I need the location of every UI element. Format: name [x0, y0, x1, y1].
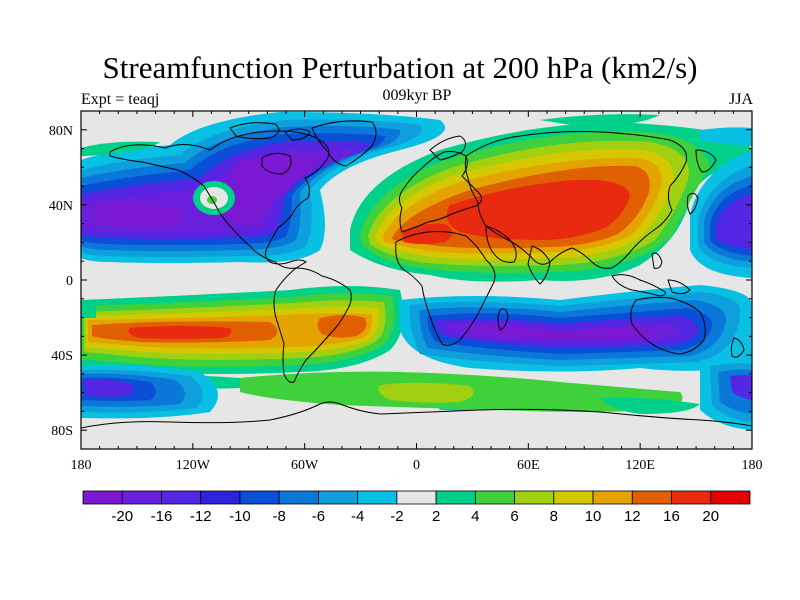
colorbar-label: -20 — [111, 508, 133, 525]
philippines — [651, 252, 663, 269]
colorbar-swatch — [357, 490, 398, 505]
colorbar-label: 2 — [432, 508, 440, 525]
north-america-coast — [109, 130, 330, 269]
lon-tick-label: 180 — [71, 458, 92, 473]
new-zealand — [730, 337, 745, 358]
colorbar-swatch — [710, 490, 751, 505]
colorbar-label: -6 — [312, 508, 325, 525]
lat-tick-label: 0 — [66, 274, 73, 289]
season-label: JJA — [728, 91, 753, 108]
colorbar-label: -8 — [273, 508, 286, 525]
indonesia-coast — [611, 274, 691, 297]
experiment-label: Expt = teaqj — [81, 91, 160, 108]
colorbar-label: -4 — [351, 508, 364, 525]
india-coast — [527, 245, 551, 285]
lon-tick-label: 120E — [625, 458, 655, 473]
north-america-trough-region — [81, 112, 445, 263]
pacific-ring — [193, 181, 235, 215]
lat-tick-label: 80N — [49, 124, 73, 139]
colorbar-swatch — [553, 490, 594, 505]
colorbar-swatch — [592, 490, 633, 505]
greenland-coast — [311, 120, 377, 167]
colorbar-swatch — [631, 490, 672, 505]
colorbar-swatch — [514, 490, 555, 505]
antarctica-coast — [81, 401, 752, 429]
europe-coast — [398, 151, 482, 233]
colorbar-swatch — [671, 490, 712, 505]
japan-coast — [686, 192, 699, 215]
kamchatka — [695, 149, 717, 173]
lat-tick-label: 80S — [51, 424, 73, 439]
colorbar-label: -12 — [190, 508, 212, 525]
coastline-layer — [81, 120, 752, 429]
colorbar-label: -10 — [229, 508, 251, 525]
colorbar-label: 16 — [663, 508, 680, 525]
scandinavia-coast — [429, 135, 466, 161]
map-title: Streamfunction Perturbation at 200 hPa (… — [102, 50, 698, 85]
hudson-bay — [261, 152, 292, 175]
colorbar-label: -2 — [390, 508, 403, 525]
colorbar-swatch — [121, 490, 162, 505]
lon-tick-label: 180 — [742, 458, 763, 473]
colorbar-label: 12 — [624, 508, 641, 525]
madagascar — [497, 308, 509, 331]
lon-tick-label: 60W — [291, 458, 319, 473]
colorbar-label: 10 — [585, 508, 602, 525]
colorbar-swatch — [474, 490, 515, 505]
colorbar-label: 6 — [510, 508, 518, 525]
lon-tick-label: 120W — [176, 458, 211, 473]
lat-tick-label: 40N — [49, 199, 73, 214]
colorbar-label: 20 — [702, 508, 719, 525]
colorbar: -20 -16 -12 -10 -8 -6 -4 -2 2 4 6 8 10 12 16 20 — [82, 490, 751, 525]
canadian-arctic-islands — [229, 122, 311, 141]
colorbar-swatch — [278, 490, 319, 505]
southern-ocean-region — [81, 356, 752, 430]
colorbar-swatch — [396, 490, 437, 505]
colorbar-swatch — [200, 490, 241, 505]
colorbar-swatch — [161, 490, 202, 505]
contour-fill-layer — [81, 112, 752, 430]
arabia-coast — [485, 225, 517, 263]
africa-coast — [395, 231, 496, 346]
lat-tick-label: 40S — [51, 349, 73, 364]
lon-tick-label: 0 — [413, 458, 420, 473]
colorbar-label: 4 — [471, 508, 479, 525]
colorbar-swatch — [435, 490, 476, 505]
eurasian-high-region — [350, 122, 752, 282]
south-america-coast — [273, 267, 352, 383]
time-label: 009kyr BP — [382, 87, 452, 104]
west-pacific-trough-region — [690, 150, 752, 278]
colorbar-swatch — [318, 490, 359, 505]
colorbar-label: -16 — [151, 508, 173, 525]
lon-tick-label: 60E — [517, 458, 540, 473]
map-axes: 180 120W 60W 0 60E 120E 180 80N 40N 0 40S 80S — [49, 110, 763, 473]
australia-coast — [630, 296, 706, 355]
colorbar-swatch — [82, 490, 123, 505]
colorbar-swatch — [239, 490, 280, 505]
colorbar-label: 8 — [550, 508, 558, 525]
